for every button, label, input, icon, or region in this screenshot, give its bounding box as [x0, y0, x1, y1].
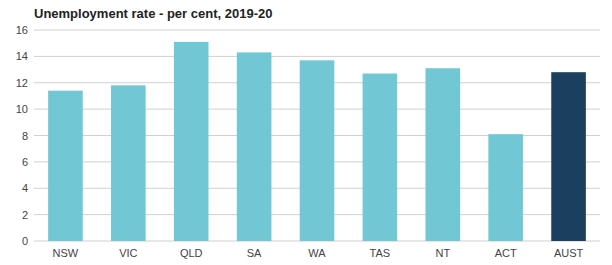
chart-container: Unemployment rate - per cent, 2019-20 0 2 4… — [0, 0, 612, 265]
y-tick-label: 2 — [22, 209, 28, 221]
grid-line — [34, 56, 600, 57]
x-tick-label: VIC — [119, 247, 137, 259]
x-tick-label: SA — [247, 247, 262, 259]
bar — [111, 85, 146, 241]
grid — [34, 30, 600, 241]
x-tick-label: QLD — [180, 247, 203, 259]
y-tick-label: 12 — [16, 77, 28, 89]
x-tick-label: WA — [308, 247, 326, 259]
bar — [425, 68, 460, 241]
bar — [48, 91, 83, 241]
y-tick-label: 6 — [22, 156, 28, 168]
bar — [551, 72, 586, 241]
y-tick-label: 0 — [22, 235, 28, 247]
x-tick-label: TAS — [370, 247, 391, 259]
y-tick-label: 16 — [16, 24, 28, 36]
bar — [488, 134, 523, 241]
bar — [237, 52, 272, 241]
y-tick-label: 14 — [16, 50, 28, 62]
title: Unemployment rate - per cent, 2019-20 — [34, 6, 272, 21]
bar — [363, 74, 398, 241]
x-tick-label: NSW — [53, 247, 79, 259]
y-tick-label: 10 — [16, 103, 28, 115]
grid-line — [34, 30, 600, 31]
chart-svg: Unemployment rate - per cent, 2019-20 0 2 4… — [0, 0, 612, 265]
y-tick-label: 4 — [22, 182, 28, 194]
x-tick-label: NT — [435, 247, 450, 259]
bar — [174, 42, 209, 241]
bar — [300, 60, 335, 241]
x-tick-label: AUST — [554, 247, 584, 259]
y-tick-label: 8 — [22, 130, 28, 142]
x-tick-label: ACT — [495, 247, 517, 259]
bars — [48, 42, 586, 241]
